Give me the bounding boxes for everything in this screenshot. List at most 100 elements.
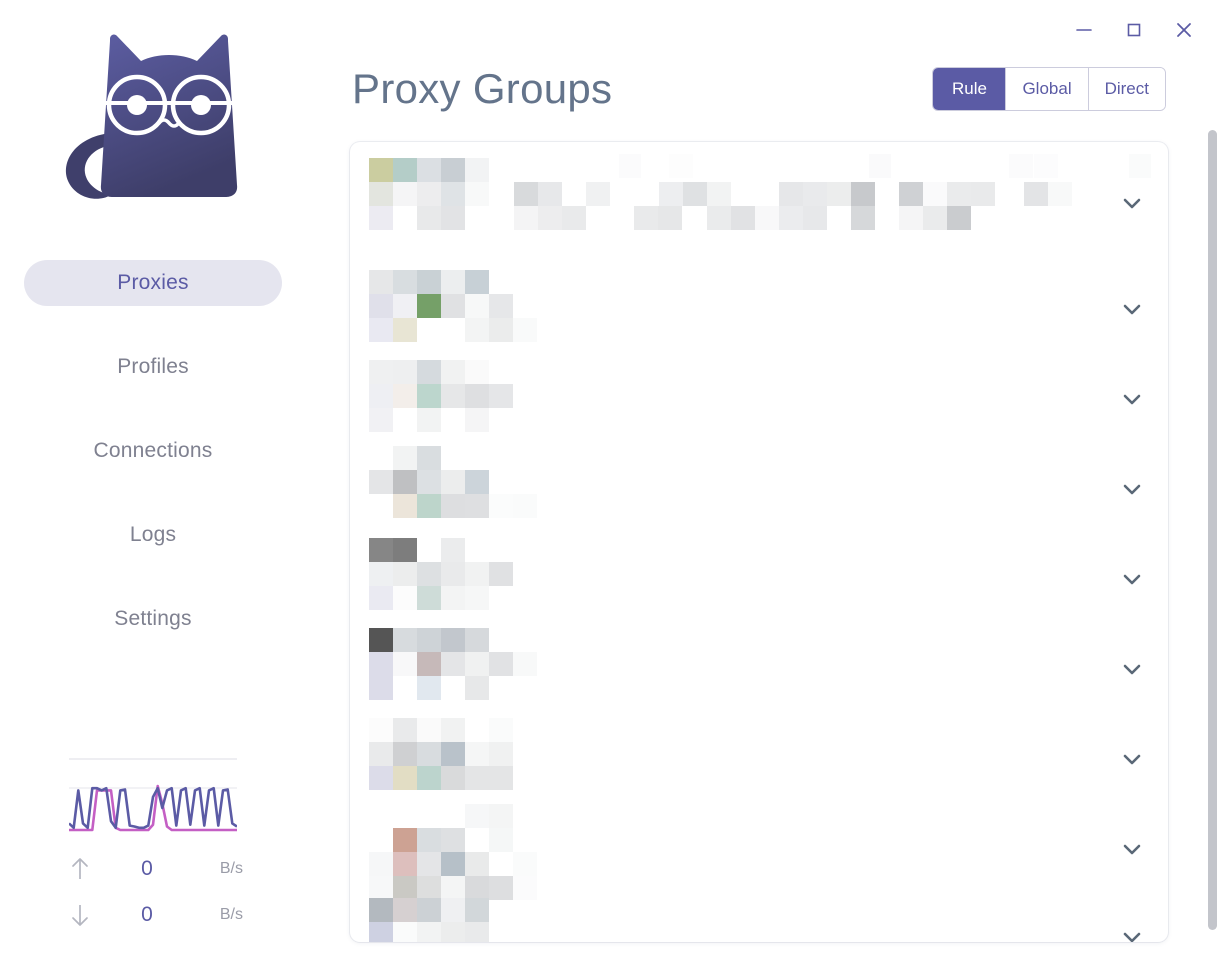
mosaic-block [465, 742, 489, 766]
mosaic-block [369, 898, 393, 922]
mosaic-block [489, 494, 513, 518]
mosaic-block [417, 628, 441, 652]
sidebar-item-connections[interactable]: Connections [24, 428, 282, 474]
mosaic-block [947, 206, 971, 230]
mosaic-block [393, 446, 417, 470]
mosaic-block [441, 828, 465, 852]
mosaic-block [441, 652, 465, 676]
chevron-down-icon[interactable] [1096, 474, 1168, 504]
chevron-down-icon[interactable] [1096, 834, 1168, 864]
mosaic-block [465, 898, 489, 922]
mosaic-block [465, 182, 489, 206]
mosaic-block [369, 766, 393, 790]
sidebar-item-logs[interactable]: Logs [24, 512, 282, 558]
mosaic-block [417, 270, 441, 294]
chevron-down-icon[interactable] [1096, 294, 1168, 324]
mosaic-block [683, 182, 707, 206]
mosaic-block [489, 294, 513, 318]
mosaic-block [489, 742, 513, 766]
mosaic-block [369, 676, 393, 700]
mosaic-block [393, 538, 417, 562]
mosaic-block [369, 206, 393, 230]
traffic-panel: 0 B/s 0 B/s [0, 758, 306, 956]
mosaic-block [513, 652, 537, 676]
download-speed-unit: B/s [219, 906, 243, 923]
mosaic-block [827, 182, 851, 206]
mosaic-block [514, 206, 538, 230]
chevron-down-icon[interactable] [1096, 654, 1168, 684]
mosaic-block [393, 852, 417, 876]
mosaic-block [393, 586, 417, 610]
page-scrollbar-thumb[interactable] [1208, 130, 1217, 930]
minimize-button[interactable] [1062, 10, 1106, 50]
chevron-down-icon[interactable] [1096, 188, 1168, 218]
mosaic-block [417, 294, 441, 318]
upload-stat-row: 0 B/s [63, 846, 243, 892]
sidebar-item-settings[interactable]: Settings [24, 596, 282, 642]
proxy-group-row[interactable] [350, 804, 1168, 900]
mosaic-block [586, 182, 610, 206]
proxy-group-content [350, 264, 1096, 354]
mosaic-block [465, 360, 489, 384]
page-header: Proxy Groups Rule Global Direct [306, 46, 1222, 132]
maximize-button[interactable] [1112, 10, 1156, 50]
mosaic-block [513, 852, 537, 876]
chevron-down-icon[interactable] [1096, 564, 1168, 594]
mosaic-block [369, 182, 393, 206]
proxy-group-row[interactable] [350, 264, 1168, 354]
mosaic-block [441, 586, 465, 610]
mosaic-block [393, 742, 417, 766]
sidebar-item-proxies[interactable]: Proxies [24, 260, 282, 306]
download-speed-value: 0 [141, 903, 153, 926]
mosaic-block [417, 828, 441, 852]
mosaic-block [707, 206, 731, 230]
mosaic-block [441, 742, 465, 766]
mosaic-block [465, 158, 489, 182]
sidebar-item-label: Connections [93, 439, 213, 462]
page-scrollbar-track[interactable] [1206, 0, 1220, 956]
mosaic-block [393, 562, 417, 586]
traffic-sparkline-chart [69, 782, 237, 834]
mosaic-block [393, 494, 417, 518]
mosaic-block [417, 494, 441, 518]
mosaic-block [465, 628, 489, 652]
mosaic-block [465, 766, 489, 790]
mosaic-block [393, 270, 417, 294]
mosaic-block [369, 270, 393, 294]
mode-button-rule[interactable]: Rule [933, 68, 1006, 110]
proxy-group-row[interactable] [350, 444, 1168, 534]
sidebar-item-profiles[interactable]: Profiles [24, 344, 282, 390]
mosaic-block [899, 206, 923, 230]
chevron-down-icon[interactable] [1096, 384, 1168, 414]
proxy-group-row[interactable] [350, 624, 1168, 714]
mosaic-block [441, 206, 465, 230]
upload-speed-unit: B/s [219, 860, 243, 877]
mode-button-global[interactable]: Global [1005, 68, 1088, 110]
proxy-group-row[interactable] [350, 714, 1168, 804]
mosaic-block [393, 294, 417, 318]
chevron-down-icon[interactable] [1096, 744, 1168, 774]
chevron-down-icon[interactable] [1096, 922, 1168, 942]
proxy-group-row[interactable] [350, 354, 1168, 444]
mosaic-block [465, 652, 489, 676]
proxy-group-row[interactable] [350, 534, 1168, 624]
mosaic-block [441, 470, 465, 494]
sidebar-item-label: Profiles [117, 355, 189, 378]
mosaic-block [514, 182, 538, 206]
proxy-group-content [350, 354, 1096, 444]
arrow-down-icon [63, 902, 97, 928]
mosaic-block [441, 494, 465, 518]
mosaic-block [369, 562, 393, 586]
close-button[interactable] [1162, 10, 1206, 50]
mosaic-block [417, 586, 441, 610]
mosaic-block [923, 206, 947, 230]
mosaic-block [417, 876, 441, 900]
mosaic-block [441, 852, 465, 876]
mosaic-block [513, 494, 537, 518]
mosaic-block [513, 876, 537, 900]
mosaic-block [851, 206, 875, 230]
mosaic-block [369, 318, 393, 342]
mode-button-direct[interactable]: Direct [1087, 68, 1165, 110]
proxy-group-row[interactable] [350, 142, 1168, 264]
proxy-group-row[interactable]: DIRECT [350, 894, 1168, 942]
